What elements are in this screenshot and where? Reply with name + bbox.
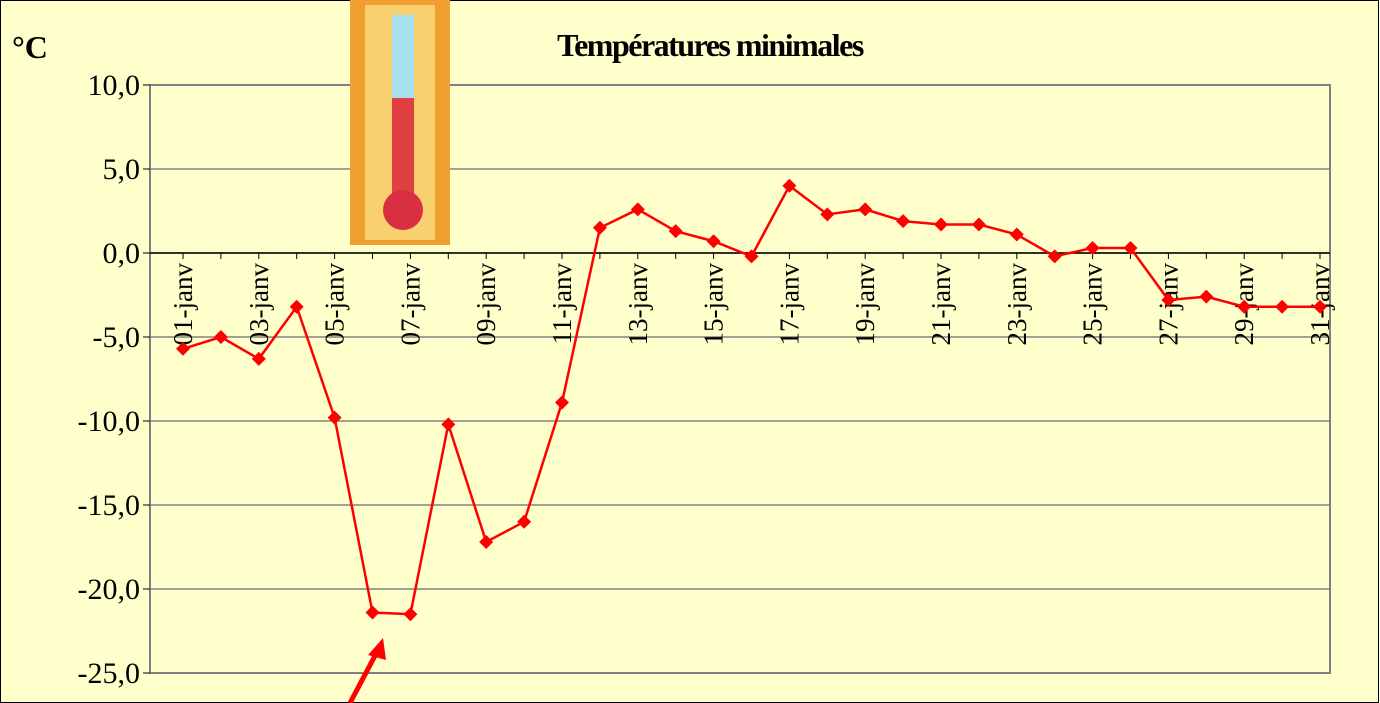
x-tick-label: 15-janv (699, 263, 729, 346)
y-tick-label: 5,0 (103, 153, 141, 186)
marker (782, 178, 797, 193)
marker (1199, 289, 1214, 304)
marker (1313, 299, 1327, 314)
thermometer (350, 0, 450, 245)
y-tick-label: 0,0 (103, 237, 141, 270)
marker (1009, 227, 1024, 242)
x-tick-label: 21-janv (926, 263, 956, 346)
marker (441, 417, 456, 432)
marker (1275, 299, 1290, 314)
x-tick-label: 19-janv (850, 263, 880, 346)
marker (176, 341, 190, 356)
marker (1161, 293, 1176, 308)
marker (327, 410, 342, 425)
marker (365, 605, 380, 620)
x-tick-label: 11-janv (547, 263, 577, 345)
x-tick-label: 01-janv (168, 263, 198, 346)
marker (517, 514, 532, 529)
y-tick-label: -20,0 (78, 573, 141, 606)
marker (1085, 240, 1100, 255)
marker (896, 214, 911, 229)
marker (251, 351, 266, 366)
marker (934, 217, 948, 232)
marker (630, 202, 645, 217)
x-tick-label: 03-janv (244, 263, 274, 346)
marker (555, 395, 569, 410)
y-tick-label: -10,0 (78, 405, 141, 438)
marker (858, 202, 873, 217)
x-tick-label: 13-janv (623, 263, 653, 346)
marker (706, 234, 721, 249)
arrow-shaft (347, 648, 381, 703)
y-tick-label: -5,0 (93, 321, 141, 354)
marker (479, 534, 494, 549)
x-tick-label: 25-janv (1078, 263, 1108, 346)
marker (1047, 249, 1062, 264)
thermo-cold (392, 15, 414, 100)
x-tick-label: 09-janv (471, 263, 501, 346)
x-tick-label: 17-janv (774, 263, 804, 346)
x-tick-label: 07-janv (395, 263, 425, 346)
y-tick-label: 10,0 (88, 69, 141, 102)
thermo-bulb (383, 190, 423, 230)
marker (289, 299, 304, 314)
marker (592, 220, 607, 235)
marker (213, 330, 228, 344)
marker (1123, 240, 1138, 255)
x-tick-label: 23-janv (1002, 263, 1032, 346)
thermo-mercury (392, 98, 414, 208)
y-tick-label: -15,0 (78, 489, 141, 522)
marker (744, 249, 759, 264)
marker (1237, 299, 1252, 314)
arrow (347, 638, 386, 703)
marker (668, 224, 683, 239)
marker (403, 607, 418, 622)
y-axis-label: °C (12, 29, 48, 65)
chart-title: Températures minimales (557, 27, 864, 63)
x-tick-label: 05-janv (320, 263, 350, 346)
y-tick-label: -25,0 (78, 657, 141, 690)
arrow-head (368, 638, 386, 660)
marker (971, 217, 986, 232)
marker (820, 207, 835, 222)
